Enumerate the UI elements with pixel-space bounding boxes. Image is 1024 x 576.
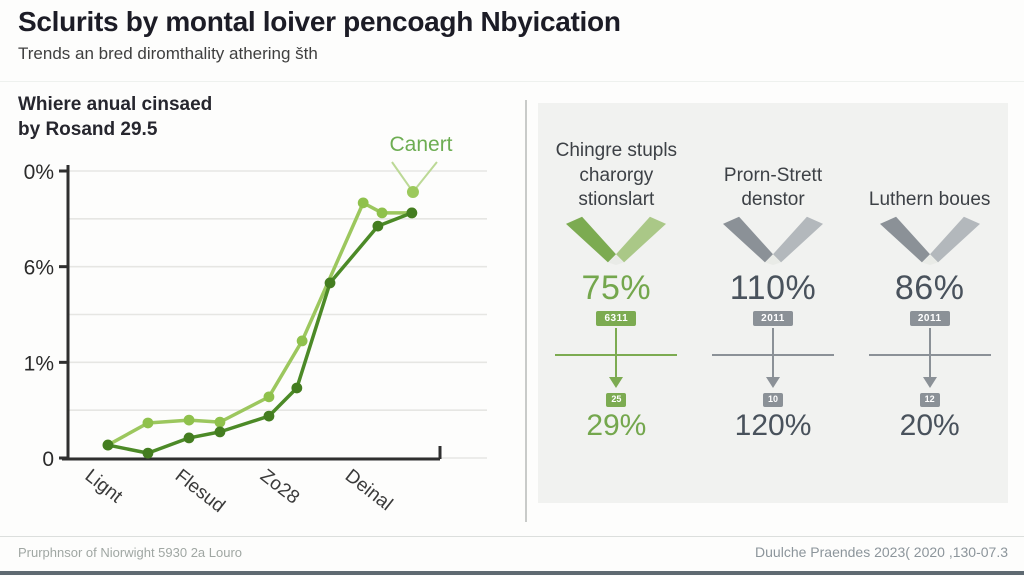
data-point-marker <box>102 439 114 451</box>
y-tick-label: 6% <box>24 257 54 280</box>
wings-arrow-icon <box>566 216 667 265</box>
stat-title: Prorn-Strett denstor <box>723 164 823 211</box>
stat-column-3: Luthern boues 86% 2011 12 20% <box>851 103 1008 503</box>
data-point-marker <box>183 432 195 444</box>
y-tick-label: 0% <box>24 161 54 184</box>
stat-badge-bottom: 12 <box>919 393 940 407</box>
wings-arrow-icon <box>723 216 823 265</box>
stat-title: Chingre stupls charorgy stionslart <box>555 139 678 211</box>
stat-title: Luthern boues <box>868 189 991 211</box>
stat-value-bottom: 120% <box>734 408 812 442</box>
stat-badge-top: 2011 <box>909 311 950 326</box>
stat-column-1: Chingre stupls charorgy stionslart 75% 6… <box>538 103 695 503</box>
down-arrow-cross-icon <box>538 328 695 390</box>
data-point-marker <box>291 382 303 394</box>
footer-reference-text: Duulche Praendes 2023( 2020 ,130-07.3 <box>755 544 1008 560</box>
line-chart: 0% 6% 1% 0 Lignt Flesud Zo28 Deinal <box>24 161 487 517</box>
data-point-marker <box>183 414 195 426</box>
footer-divider <box>0 536 1024 537</box>
stat-column-2: Prorn-Strett denstor 110% 2011 10 120% <box>695 103 852 503</box>
legend-marker <box>406 185 419 198</box>
y-tick-label: 1% <box>24 352 54 375</box>
x-tick-label: Lignt <box>81 465 127 507</box>
down-arrow-cross-icon <box>695 328 852 390</box>
stat-value-top: 86% <box>894 269 965 307</box>
x-tick-label: Flesud <box>171 465 229 517</box>
chart-caption: Whiere anual cinsaed by Rosand 29.5 <box>18 94 213 141</box>
data-point-marker <box>142 417 154 429</box>
data-point-marker <box>214 426 226 438</box>
stat-value-bottom: 29% <box>586 408 647 442</box>
y-tick-label: 0 <box>42 448 54 471</box>
data-point-marker <box>142 447 154 459</box>
data-point-marker <box>406 207 418 219</box>
stat-badge-top: 2011 <box>753 311 793 326</box>
data-point-marker <box>324 277 336 289</box>
data-point-marker <box>263 410 275 422</box>
stat-badge-top: 6311 <box>596 311 637 326</box>
down-arrow-cross-icon <box>851 328 1008 390</box>
data-point-marker <box>263 391 275 403</box>
page-title: Sclurits by montal loiver pencoagh Nbyic… <box>18 6 621 37</box>
data-point-marker <box>357 197 369 209</box>
data-point-marker <box>376 207 388 219</box>
header-divider <box>0 81 1024 82</box>
stat-value-top: 75% <box>581 269 652 307</box>
page-subtitle: Trends an bred diromthality athering šth <box>18 44 318 63</box>
stat-value-bottom: 20% <box>899 408 960 442</box>
stat-badge-bottom: 25 <box>606 393 627 407</box>
stats-panel: Chingre stupls charorgy stionslart 75% 6… <box>538 103 1008 503</box>
x-tick-label: Zo28 <box>256 465 303 508</box>
x-tick-label: Deinal <box>341 465 396 515</box>
wings-arrow-icon <box>879 216 980 265</box>
stat-badge-bottom: 10 <box>763 393 784 407</box>
section-divider <box>525 100 527 522</box>
data-point-marker <box>296 335 308 347</box>
line-series <box>106 211 414 455</box>
bottom-edge-bar <box>0 571 1024 575</box>
legend-callout-line <box>412 161 438 193</box>
legend-callout-line <box>391 161 414 193</box>
footer-source-text: Prurphnsor of Niorwight 5930 2a Louro <box>18 545 243 560</box>
stat-value-top: 110% <box>729 269 817 307</box>
data-point-marker <box>214 416 226 428</box>
data-point-marker <box>372 220 384 232</box>
chart-legend-label: Canert <box>389 133 453 156</box>
